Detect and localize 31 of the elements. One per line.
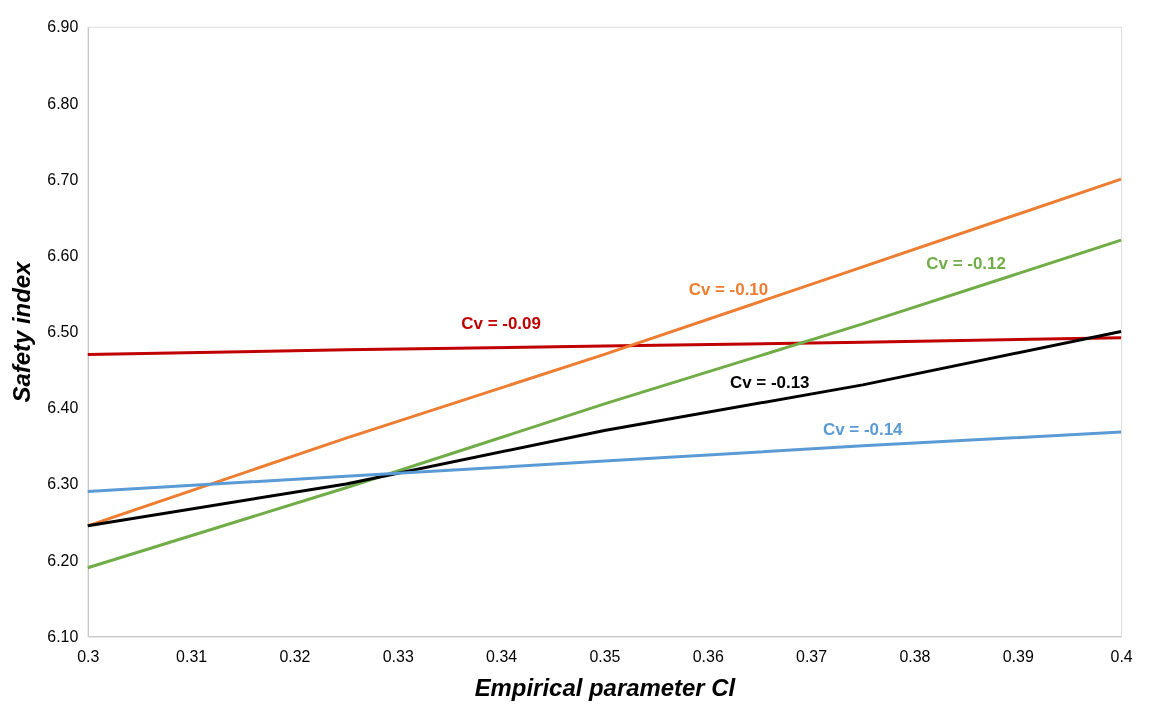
- x-tick-label: 0.4: [1110, 647, 1133, 665]
- annotation: Cv = -0.09: [461, 313, 541, 333]
- annotation: Cv = -0.10: [688, 280, 769, 300]
- annotation: Cv = -0.14: [822, 419, 904, 439]
- x-tick-label: 0.39: [1002, 647, 1034, 665]
- x-tick-label: 0.3: [77, 647, 100, 665]
- x-tick-label: 0.35: [589, 647, 621, 665]
- y-tick-label: 6.50: [47, 323, 79, 341]
- y-tick-label: 6.10: [47, 627, 79, 645]
- y-tick-label: 6.20: [47, 551, 79, 569]
- line-series: [86, 238, 1123, 570]
- line-series: [86, 336, 1123, 356]
- x-tick-label: 0.36: [692, 647, 724, 665]
- annotation: Cv = -0.13: [729, 373, 810, 393]
- x-tick-label: 0.32: [279, 647, 311, 665]
- y-tick-label: 6.40: [47, 399, 79, 417]
- x-tick-label: 0.31: [176, 647, 208, 665]
- line-series: [86, 177, 1123, 528]
- y-tick-label: 6.70: [47, 170, 79, 188]
- x-axis-title: Empirical parameter Cl: [474, 673, 737, 701]
- x-tick-label: 0.38: [899, 647, 931, 665]
- x-tick-label: 0.33: [382, 647, 414, 665]
- y-tick-label: 6.60: [47, 246, 79, 264]
- y-axis-title: Safety index: [8, 259, 36, 403]
- x-tick-label: 0.37: [796, 647, 828, 665]
- y-tick-label: 6.30: [47, 475, 79, 493]
- x-tick-label: 0.34: [486, 647, 518, 665]
- y-tick-label: 6.80: [47, 94, 79, 112]
- annotation: Cv = -0.12: [926, 254, 1006, 274]
- line-series: [86, 330, 1123, 528]
- y-tick-label: 6.90: [47, 18, 79, 36]
